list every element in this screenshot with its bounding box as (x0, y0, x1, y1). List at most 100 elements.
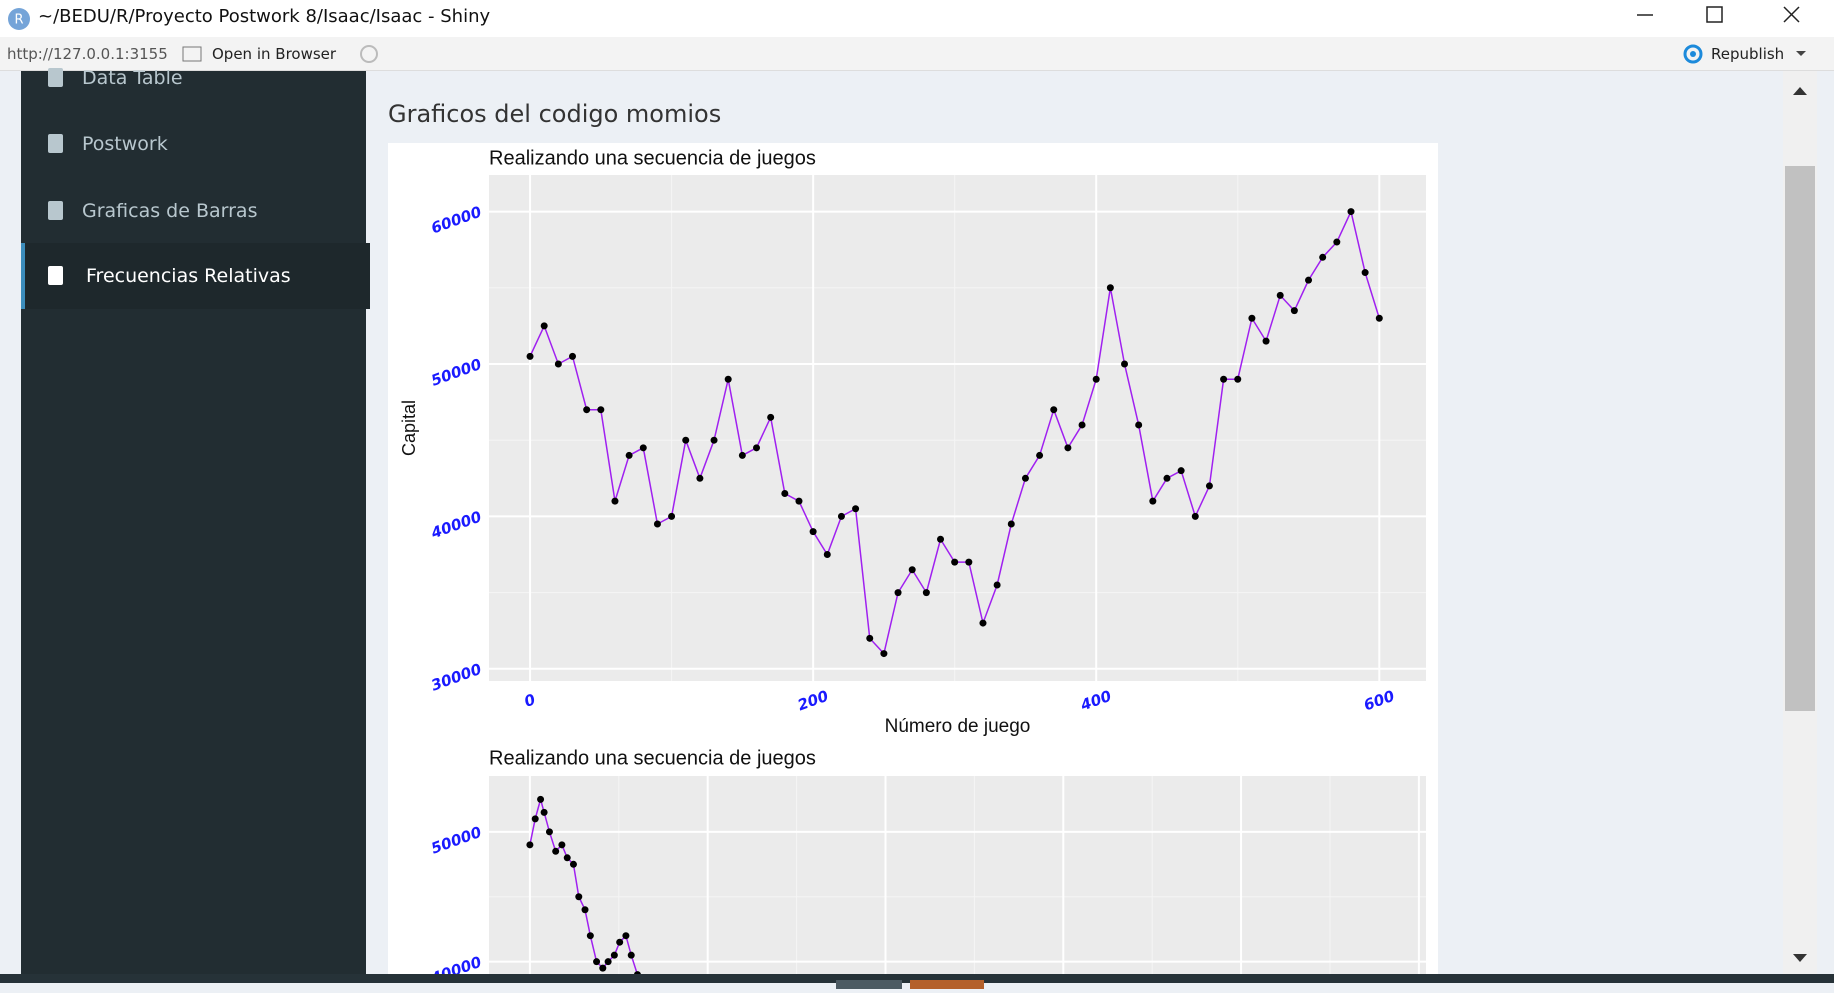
point (545, 828, 553, 836)
republish-icon[interactable] (1680, 43, 1706, 65)
point (1262, 337, 1270, 345)
point (809, 528, 817, 536)
nav-label: Graficas de Barras (82, 200, 258, 222)
point (604, 958, 612, 966)
point (622, 932, 630, 940)
nav-label: Frecuencias Relativas (86, 265, 291, 287)
nav-label: Data Table (82, 67, 183, 89)
taskbar-blocks (836, 980, 984, 989)
point (1078, 421, 1086, 429)
point (951, 558, 959, 566)
charts: Realizando una secuencia de juegos 30000 4… (399, 147, 1426, 974)
point (922, 589, 930, 597)
point (558, 841, 566, 849)
point (837, 512, 845, 520)
nav-item[interactable]: Data Table (21, 45, 366, 111)
point (1305, 276, 1313, 284)
r-icon: R (8, 8, 30, 30)
point (586, 932, 594, 940)
point (1191, 512, 1199, 520)
point (1177, 467, 1185, 475)
x-tick-label: 200 (795, 687, 831, 715)
point (1036, 451, 1044, 459)
point (540, 322, 548, 330)
nav-item[interactable]: Graficas de Barras (21, 178, 366, 244)
point (1121, 360, 1129, 368)
point (1220, 375, 1228, 383)
point (1361, 269, 1369, 277)
point (593, 958, 601, 966)
point (965, 558, 973, 566)
nav-item[interactable]: Postwork (21, 111, 366, 177)
point (937, 535, 945, 543)
point (781, 490, 789, 498)
refresh-icon[interactable] (358, 43, 380, 65)
window-controls[interactable] (1610, 0, 1834, 37)
window-title: ~/BEDU/R/Proyecto Postwork 8/Isaac/Isaac… (38, 6, 491, 27)
point (908, 566, 916, 574)
chart-area: Realizando una secuencia de juegos 30000 4… (388, 143, 1438, 974)
point (616, 938, 624, 946)
dropdown[interactable] (1795, 49, 1807, 59)
point (627, 951, 635, 959)
point (823, 551, 831, 558)
point (767, 413, 775, 421)
point (1149, 497, 1157, 505)
y-tick-label: 40000 (428, 953, 484, 974)
point (682, 436, 690, 444)
point (1064, 444, 1072, 452)
nav-label: Postwork (82, 133, 168, 155)
x-tick-label: 0 (522, 690, 538, 710)
point (583, 406, 591, 414)
nav-icon (48, 201, 63, 220)
nav-icon (48, 68, 63, 87)
point (569, 352, 577, 360)
scrollbar-parts (1785, 87, 1815, 962)
point (852, 505, 860, 513)
x-tick-label: 400 (1077, 687, 1114, 715)
point (599, 964, 607, 972)
point (597, 406, 605, 414)
scrollbar[interactable] (1783, 71, 1817, 974)
content-heading: Graficos del codigo momios (388, 100, 722, 128)
point (1021, 474, 1029, 482)
point (1234, 375, 1242, 383)
plot-panel (489, 175, 1426, 681)
taskbar (0, 974, 1834, 989)
point (724, 375, 732, 383)
point (634, 971, 641, 974)
republish[interactable]: Republish (1711, 45, 1785, 63)
point (581, 906, 589, 914)
point (554, 360, 562, 368)
point (1135, 421, 1143, 429)
point (1163, 474, 1171, 482)
point (526, 841, 534, 849)
point (1007, 520, 1015, 528)
sidebar: Data Table Postwork Graficas de Barras Frec… (21, 67, 370, 974)
url: http://127.0.0.1:3155 (7, 45, 168, 63)
point (1375, 314, 1383, 322)
title-bar: R ~/BEDU/R/Proyecto Postwork 8/Isaac/Isa… (0, 0, 1834, 37)
point (668, 512, 676, 520)
svg-text:R: R (14, 13, 23, 28)
point (569, 860, 577, 868)
point (696, 474, 704, 482)
y-tick-label: 50000 (429, 355, 484, 390)
browser-icon (182, 46, 202, 62)
nav-icon (48, 134, 63, 153)
x-axis-label: Número de juego (885, 716, 1031, 737)
open-in-browser[interactable]: Open in Browser (212, 45, 337, 63)
point (526, 352, 534, 360)
point (1276, 291, 1284, 299)
toolbar: http://127.0.0.1:3155 Open in Browser Re… (0, 37, 1834, 71)
y-tick-label: 60000 (429, 203, 484, 238)
plot-panel (489, 776, 1426, 974)
point (866, 634, 874, 642)
point (639, 444, 647, 452)
x-tick-label: 600 (1361, 687, 1397, 715)
y-axis-label: Capital (399, 400, 419, 456)
nav-item[interactable]: Frecuencias Relativas (21, 243, 370, 309)
point (552, 847, 560, 855)
chart-title: Realizando una secuencia de juegos (489, 147, 816, 169)
